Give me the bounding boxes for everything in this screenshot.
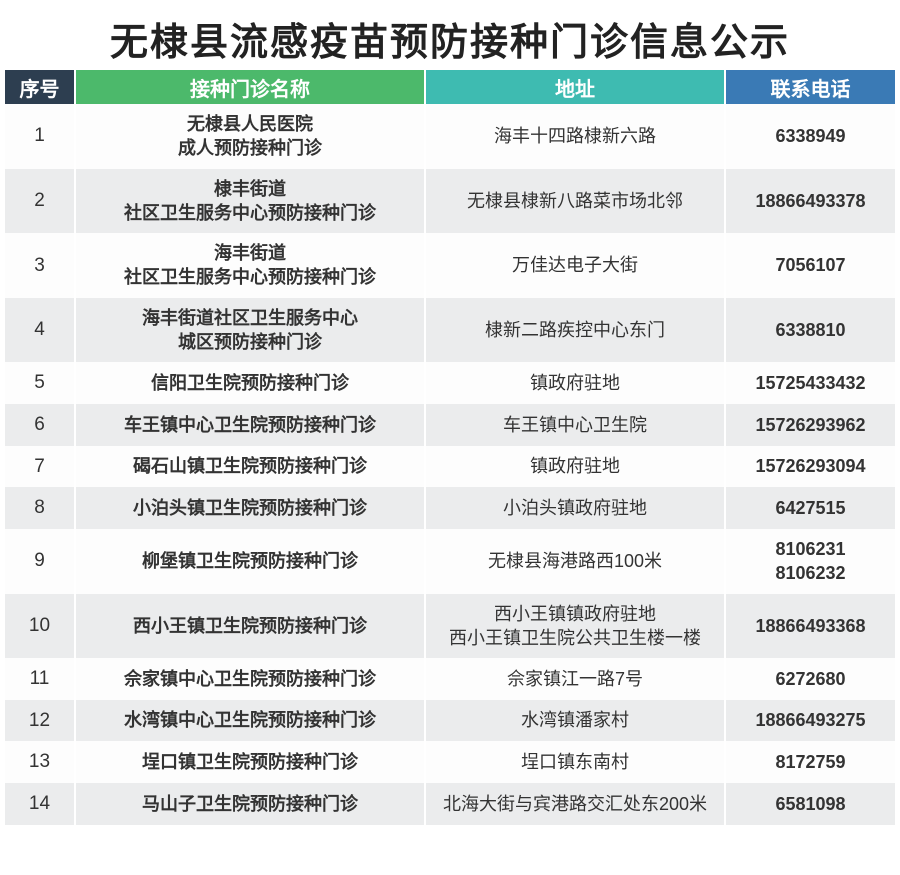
clinic-address: 埕口镇东南村 bbox=[425, 741, 725, 783]
clinic-phone: 6338949 bbox=[725, 104, 895, 169]
table-row: 9柳堡镇卫生院预防接种门诊无棣县海港路西100米8106231 8106232 bbox=[5, 529, 895, 594]
clinic-address: 小泊头镇政府驻地 bbox=[425, 487, 725, 529]
clinic-address: 西小王镇镇政府驻地 西小王镇卫生院公共卫生楼一楼 bbox=[425, 594, 725, 659]
clinic-name: 车王镇中心卫生院预防接种门诊 bbox=[75, 404, 425, 446]
table-row: 5信阳卫生院预防接种门诊镇政府驻地15725433432 bbox=[5, 362, 895, 404]
page-title: 无棣县流感疫苗预防接种门诊信息公示 bbox=[5, 5, 895, 70]
row-index: 11 bbox=[5, 658, 75, 700]
clinic-name: 水湾镇中心卫生院预防接种门诊 bbox=[75, 700, 425, 742]
clinic-name: 棣丰街道 社区卫生服务中心预防接种门诊 bbox=[75, 169, 425, 234]
row-index: 3 bbox=[5, 233, 75, 298]
clinic-address: 无棣县棣新八路菜市场北邻 bbox=[425, 169, 725, 234]
table-row: 8小泊头镇卫生院预防接种门诊小泊头镇政府驻地6427515 bbox=[5, 487, 895, 529]
clinic-phone: 6338810 bbox=[725, 298, 895, 363]
clinic-address: 镇政府驻地 bbox=[425, 362, 725, 404]
row-index: 8 bbox=[5, 487, 75, 529]
clinic-name: 海丰街道 社区卫生服务中心预防接种门诊 bbox=[75, 233, 425, 298]
clinic-name: 无棣县人民医院 成人预防接种门诊 bbox=[75, 104, 425, 169]
clinic-phone: 7056107 bbox=[725, 233, 895, 298]
row-index: 1 bbox=[5, 104, 75, 169]
clinic-address: 车王镇中心卫生院 bbox=[425, 404, 725, 446]
clinic-phone: 8106231 8106232 bbox=[725, 529, 895, 594]
clinic-name: 埕口镇卫生院预防接种门诊 bbox=[75, 741, 425, 783]
col-header-1: 接种门诊名称 bbox=[75, 70, 425, 104]
table-row: 10西小王镇卫生院预防接种门诊西小王镇镇政府驻地 西小王镇卫生院公共卫生楼一楼1… bbox=[5, 594, 895, 659]
row-index: 9 bbox=[5, 529, 75, 594]
col-header-3: 联系电话 bbox=[725, 70, 895, 104]
clinic-phone: 15725433432 bbox=[725, 362, 895, 404]
row-index: 7 bbox=[5, 446, 75, 488]
clinic-phone: 6581098 bbox=[725, 783, 895, 825]
clinic-address: 海丰十四路棣新六路 bbox=[425, 104, 725, 169]
col-header-2: 地址 bbox=[425, 70, 725, 104]
clinic-name: 佘家镇中心卫生院预防接种门诊 bbox=[75, 658, 425, 700]
table-row: 1无棣县人民医院 成人预防接种门诊海丰十四路棣新六路6338949 bbox=[5, 104, 895, 169]
clinic-name: 海丰街道社区卫生服务中心 城区预防接种门诊 bbox=[75, 298, 425, 363]
clinic-name: 信阳卫生院预防接种门诊 bbox=[75, 362, 425, 404]
table-row: 6车王镇中心卫生院预防接种门诊车王镇中心卫生院15726293962 bbox=[5, 404, 895, 446]
row-index: 5 bbox=[5, 362, 75, 404]
clinic-phone: 8172759 bbox=[725, 741, 895, 783]
table-row: 12水湾镇中心卫生院预防接种门诊水湾镇潘家村18866493275 bbox=[5, 700, 895, 742]
table-row: 3海丰街道 社区卫生服务中心预防接种门诊万佳达电子大街7056107 bbox=[5, 233, 895, 298]
clinic-name: 碣石山镇卫生院预防接种门诊 bbox=[75, 446, 425, 488]
table-row: 13埕口镇卫生院预防接种门诊埕口镇东南村8172759 bbox=[5, 741, 895, 783]
row-index: 12 bbox=[5, 700, 75, 742]
clinic-name: 小泊头镇卫生院预防接种门诊 bbox=[75, 487, 425, 529]
clinic-address: 无棣县海港路西100米 bbox=[425, 529, 725, 594]
clinic-table: 序号接种门诊名称地址联系电话 1无棣县人民医院 成人预防接种门诊海丰十四路棣新六… bbox=[5, 70, 895, 825]
clinic-name: 西小王镇卫生院预防接种门诊 bbox=[75, 594, 425, 659]
clinic-address: 镇政府驻地 bbox=[425, 446, 725, 488]
col-header-0: 序号 bbox=[5, 70, 75, 104]
table-row: 7碣石山镇卫生院预防接种门诊镇政府驻地15726293094 bbox=[5, 446, 895, 488]
clinic-phone: 18866493368 bbox=[725, 594, 895, 659]
table-row: 2棣丰街道 社区卫生服务中心预防接种门诊无棣县棣新八路菜市场北邻18866493… bbox=[5, 169, 895, 234]
clinic-phone: 18866493275 bbox=[725, 700, 895, 742]
row-index: 13 bbox=[5, 741, 75, 783]
clinic-name: 柳堡镇卫生院预防接种门诊 bbox=[75, 529, 425, 594]
clinic-address: 佘家镇江一路7号 bbox=[425, 658, 725, 700]
row-index: 14 bbox=[5, 783, 75, 825]
row-index: 4 bbox=[5, 298, 75, 363]
row-index: 6 bbox=[5, 404, 75, 446]
clinic-phone: 6427515 bbox=[725, 487, 895, 529]
table-row: 4海丰街道社区卫生服务中心 城区预防接种门诊棣新二路疾控中心东门6338810 bbox=[5, 298, 895, 363]
table-row: 14马山子卫生院预防接种门诊北海大街与宾港路交汇处东200米6581098 bbox=[5, 783, 895, 825]
table-row: 11佘家镇中心卫生院预防接种门诊佘家镇江一路7号6272680 bbox=[5, 658, 895, 700]
row-index: 2 bbox=[5, 169, 75, 234]
clinic-phone: 6272680 bbox=[725, 658, 895, 700]
clinic-address: 万佳达电子大街 bbox=[425, 233, 725, 298]
clinic-address: 北海大街与宾港路交汇处东200米 bbox=[425, 783, 725, 825]
row-index: 10 bbox=[5, 594, 75, 659]
table-header-row: 序号接种门诊名称地址联系电话 bbox=[5, 70, 895, 104]
clinic-phone: 18866493378 bbox=[725, 169, 895, 234]
clinic-address: 水湾镇潘家村 bbox=[425, 700, 725, 742]
clinic-phone: 15726293094 bbox=[725, 446, 895, 488]
clinic-name: 马山子卫生院预防接种门诊 bbox=[75, 783, 425, 825]
clinic-phone: 15726293962 bbox=[725, 404, 895, 446]
clinic-address: 棣新二路疾控中心东门 bbox=[425, 298, 725, 363]
